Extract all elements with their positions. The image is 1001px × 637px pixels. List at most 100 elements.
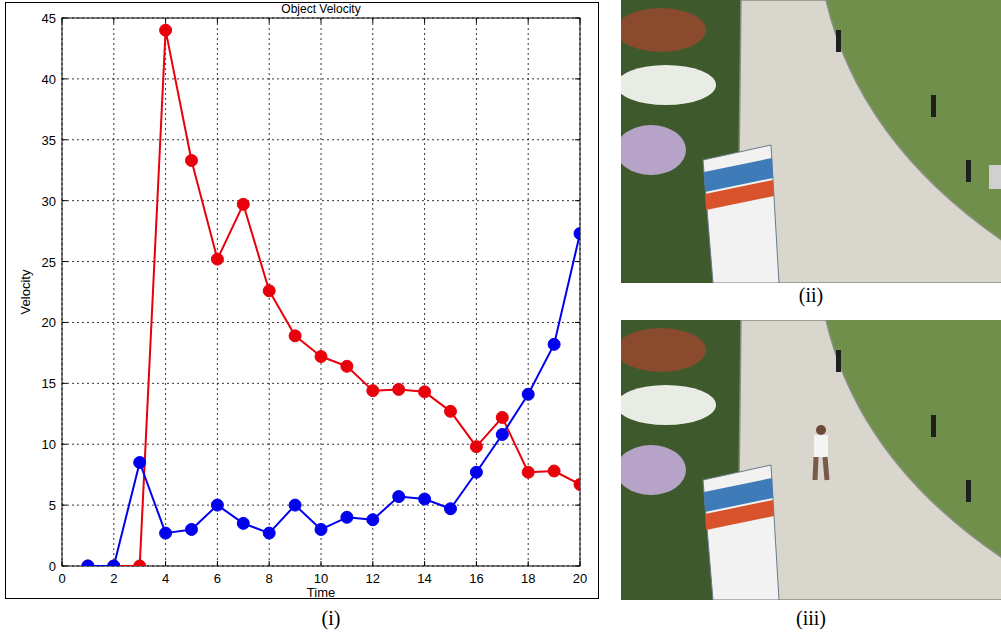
y-tick xyxy=(575,78,580,79)
person-legs xyxy=(815,457,827,480)
flowers xyxy=(621,125,686,175)
series-marker xyxy=(470,466,482,478)
y-tick xyxy=(62,322,67,323)
person-body xyxy=(814,435,828,457)
series-marker xyxy=(160,24,172,36)
grid-line-y xyxy=(62,383,580,384)
grid-line-x xyxy=(372,18,373,566)
grid-line-x xyxy=(165,18,166,566)
x-tick xyxy=(113,18,114,23)
x-tick-label: 20 xyxy=(573,571,587,586)
series-marker xyxy=(548,338,560,350)
y-tick-label: 10 xyxy=(42,437,56,452)
grid-line-x xyxy=(476,18,477,566)
grid-line-y xyxy=(62,78,580,79)
x-tick-label: 2 xyxy=(110,571,117,586)
series-marker xyxy=(496,428,508,440)
chart-title: Object Velocity xyxy=(281,2,360,16)
y-tick xyxy=(575,505,580,506)
flowers xyxy=(621,8,706,52)
x-tick xyxy=(372,18,373,23)
x-tick xyxy=(165,561,166,566)
panel-caption: (ii) xyxy=(799,284,823,307)
y-tick-label: 30 xyxy=(42,194,56,209)
grid-line-y xyxy=(62,261,580,262)
y-tick xyxy=(62,78,67,79)
x-tick-label: 4 xyxy=(162,571,169,586)
series-marker xyxy=(211,499,223,511)
series-marker xyxy=(160,527,172,539)
flowers xyxy=(621,328,706,372)
x-tick xyxy=(476,561,477,566)
flowers xyxy=(621,445,686,495)
series-marker xyxy=(289,330,301,342)
person-head xyxy=(816,425,826,435)
grid-line-y xyxy=(62,505,580,506)
panel-caption: (i) xyxy=(322,607,341,630)
x-tick-label: 10 xyxy=(314,571,328,586)
series-marker xyxy=(82,560,94,566)
y-tick-label: 0 xyxy=(49,559,56,574)
x-tick xyxy=(424,561,425,566)
y-tick xyxy=(575,383,580,384)
x-tick-label: 14 xyxy=(417,571,431,586)
series-marker xyxy=(367,385,379,397)
series-marker xyxy=(496,411,508,423)
x-tick xyxy=(321,18,322,23)
grid-line-x xyxy=(424,18,425,566)
grid-line-y xyxy=(62,322,580,323)
y-tick xyxy=(575,444,580,445)
y-tick-label: 45 xyxy=(42,11,56,26)
series-line xyxy=(88,30,580,566)
x-tick-label: 12 xyxy=(366,571,380,586)
x-tick xyxy=(528,18,529,23)
data-layer xyxy=(82,24,580,566)
x-tick-label: 18 xyxy=(521,571,535,586)
series-marker xyxy=(134,456,146,468)
series-marker xyxy=(419,493,431,505)
y-tick xyxy=(62,383,67,384)
post xyxy=(931,415,936,437)
photo-iii xyxy=(621,320,1001,600)
y-tick xyxy=(575,261,580,262)
flowers xyxy=(621,385,716,425)
y-tick xyxy=(62,139,67,140)
photo-ii xyxy=(621,0,1001,283)
sign xyxy=(703,145,779,283)
series-marker xyxy=(522,466,534,478)
y-tick-label: 25 xyxy=(42,255,56,270)
x-tick-label: 0 xyxy=(58,571,65,586)
series-marker xyxy=(341,360,353,372)
series-marker xyxy=(289,499,301,511)
series-marker xyxy=(470,441,482,453)
grid-line-x xyxy=(528,18,529,566)
series-marker xyxy=(315,523,327,535)
sign-band xyxy=(705,180,774,210)
series-marker xyxy=(393,383,405,395)
x-tick xyxy=(217,561,218,566)
y-tick xyxy=(62,444,67,445)
grid-line-x xyxy=(321,18,322,566)
grid-line-y xyxy=(62,444,580,445)
series-marker xyxy=(186,154,198,166)
series-marker xyxy=(82,560,94,566)
x-tick xyxy=(424,18,425,23)
series-marker xyxy=(237,517,249,529)
x-tick xyxy=(165,18,166,23)
x-tick xyxy=(269,561,270,566)
series-marker xyxy=(211,253,223,265)
y-tick-label: 20 xyxy=(42,315,56,330)
post xyxy=(966,160,971,182)
y-tick xyxy=(575,322,580,323)
y-axis-title: Velocity xyxy=(18,269,33,314)
sign xyxy=(703,465,779,600)
flowers xyxy=(621,65,716,105)
series-marker xyxy=(419,386,431,398)
x-axis-title: Time xyxy=(307,585,335,600)
person-edge xyxy=(989,165,1001,189)
series-marker xyxy=(548,465,560,477)
y-tick xyxy=(575,200,580,201)
sign-band xyxy=(705,500,774,530)
series-marker xyxy=(263,527,275,539)
grid-line-x xyxy=(113,18,114,566)
